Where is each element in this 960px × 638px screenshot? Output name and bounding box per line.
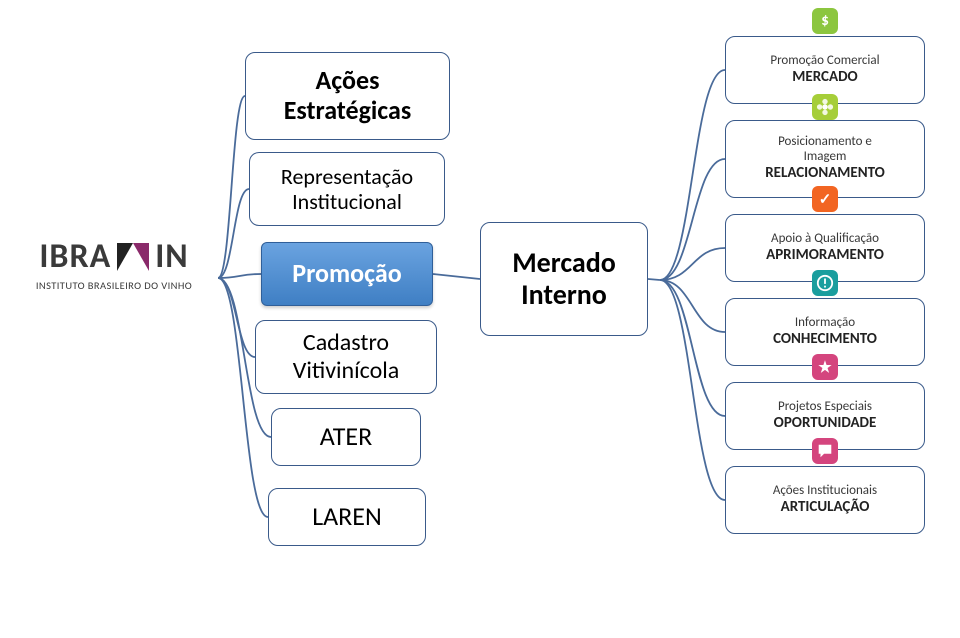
node-ater: ATER (271, 408, 421, 466)
tag-text: Posicionamento e (778, 135, 872, 150)
node-cadastro: CadastroVitivinícola (255, 320, 437, 394)
tag-text: Projetos Especiais (778, 400, 872, 415)
bold-text: RELACIONAMENTO (765, 165, 885, 182)
logo-subtitle: INSTITUTO BRASILEIRO DO VINHO (8, 279, 220, 292)
node-articulacao: Ações InstitucionaisARTICULAÇÃO (725, 466, 925, 534)
node-acoes: AçõesEstratégicas (245, 52, 450, 140)
bold-text: OPORTUNIDADE (774, 415, 877, 432)
tag-text: Informação (795, 316, 855, 331)
logo-triangle-icon (117, 243, 149, 271)
logo-text-right: IN (155, 236, 188, 277)
conhecimento-icon (812, 270, 838, 296)
node-promocao: Promoção (261, 242, 433, 306)
tag-text: Apoio à Qualificação (771, 232, 879, 247)
node-rep: RepresentaçãoInstitucional (249, 152, 445, 226)
tag-text: Ações Institucionais (773, 484, 877, 499)
bold-text: ARTICULAÇÃO (781, 499, 870, 516)
bold-text: CONHECIMENTO (773, 331, 877, 348)
logo-text-left: IBRA (39, 236, 111, 277)
tag-text: Promoção Comercial (770, 54, 879, 69)
logo-ibravin: IBRA IN INSTITUTO BRASILEIRO DO VINHO (8, 236, 220, 292)
node-mercado_interno: MercadoInterno (480, 222, 648, 336)
logo-main-row: IBRA IN (8, 236, 220, 277)
articulacao-icon (812, 438, 838, 464)
node-laren: LAREN (268, 488, 426, 546)
aprimoramento-icon: ✓ (812, 186, 838, 212)
tag-text: Imagem (804, 150, 847, 165)
oportunidade-icon: ★ (812, 354, 838, 380)
relacionamento-icon (812, 94, 838, 120)
bold-text: APRIMORAMENTO (766, 247, 884, 264)
mercado-icon: $ (812, 8, 838, 34)
bold-text: MERCADO (792, 69, 857, 86)
